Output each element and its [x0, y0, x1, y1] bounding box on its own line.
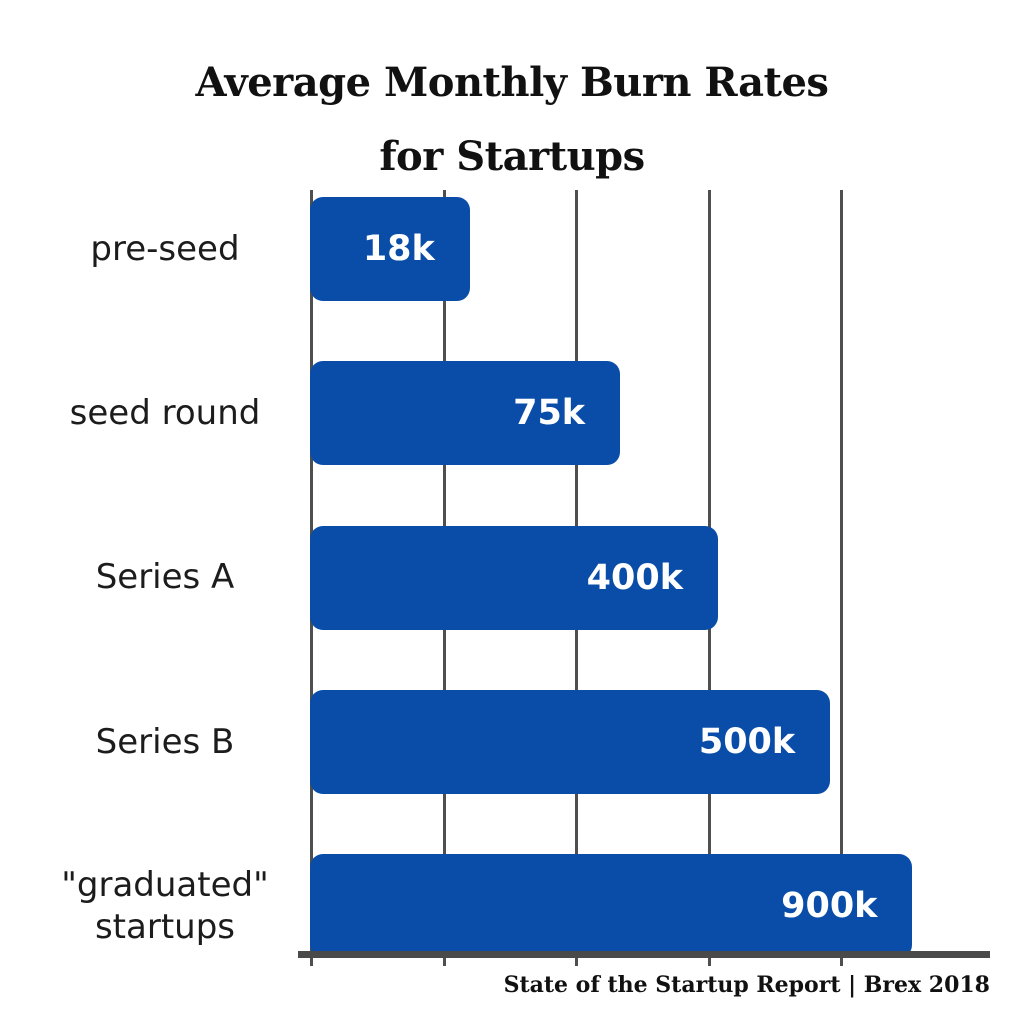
bar-value-label: 75k — [513, 393, 586, 434]
chart-title-line1: Average Monthly Burn Rates — [195, 59, 829, 106]
category-labels: pre-seed seed round Series A Series B "gradu… — [20, 190, 310, 958]
bar-value-label: 500k — [698, 721, 796, 762]
bar-chart: pre-seed seed round Series A Series B "gradu… — [20, 190, 990, 966]
bar: 18k — [310, 197, 470, 301]
bar-row: 900k — [310, 854, 990, 958]
chart-title-line2: for Startups — [379, 133, 645, 180]
bars: 18k 75k 400k 500k 900k — [310, 190, 990, 958]
bar: 75k — [310, 361, 621, 466]
category-label: "graduated" startups — [61, 864, 269, 948]
bar-row: 400k — [310, 525, 990, 630]
bar-value-label: 900k — [781, 886, 878, 926]
bar: 500k — [310, 689, 831, 794]
bar-row: 18k — [310, 197, 990, 301]
bar-value-label: 400k — [586, 557, 683, 598]
category-label: seed round — [69, 393, 261, 433]
bar-row: 75k — [310, 361, 990, 466]
bar: 400k — [310, 525, 718, 630]
source-attribution: State of the Startup Report | Brex 2018 — [503, 972, 990, 998]
category-label: pre-seed — [90, 228, 240, 269]
gridline — [840, 190, 844, 966]
category-label: Series B — [95, 721, 235, 762]
chart-title: Average Monthly Burn Rates for Startups — [0, 46, 1024, 194]
bar-value-label: 18k — [362, 229, 435, 269]
plot-area: 18k 75k 400k 500k 900k — [298, 190, 990, 966]
bar-row: 500k — [310, 689, 990, 794]
category-label: Series A — [95, 557, 235, 598]
bar: 900k — [310, 854, 913, 958]
x-axis-line — [298, 951, 990, 958]
